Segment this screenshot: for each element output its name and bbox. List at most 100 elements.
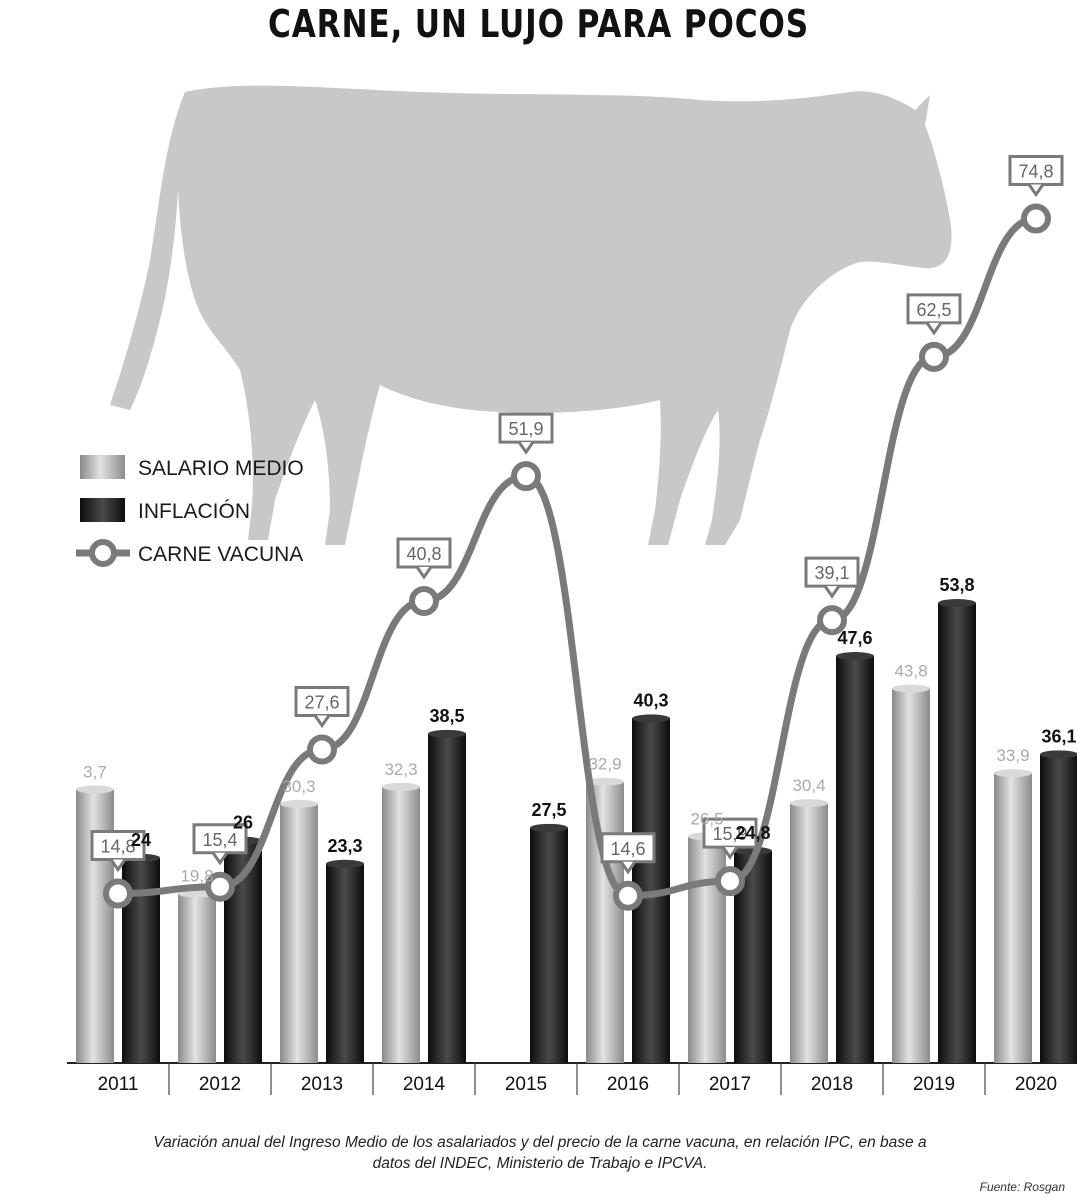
bar-salario-medio	[280, 803, 318, 1063]
bar-inflacion-cap	[632, 714, 670, 723]
bar-salario-medio-cap	[994, 769, 1032, 778]
legend-carne-vacuna-swatch-marker	[89, 539, 117, 567]
carne-vacuna-point	[1021, 203, 1051, 234]
bar-inflacion	[938, 603, 976, 1063]
data-label-inflacion: 40,3	[633, 690, 668, 710]
legend-inflacion-swatch	[80, 498, 125, 522]
x-tick-label: 2014	[403, 1074, 446, 1095]
data-label-salario-medio: 19,8	[180, 867, 213, 886]
bar-salario-medio-cap	[586, 777, 624, 786]
bar-inflacion-cap	[836, 652, 874, 661]
bar-salario-medio-cap	[790, 799, 828, 808]
data-label-carne-vacuna: 15,9	[712, 824, 747, 844]
x-tick-label: 2020	[1015, 1074, 1057, 1095]
chart-caption: Variación anual del Ingreso Medio de los…	[153, 1134, 927, 1172]
bar-inflacion	[326, 863, 364, 1063]
carne-vacuna-point	[919, 341, 949, 372]
carne-vacuna-point	[715, 866, 745, 897]
bar-inflacion-cap	[530, 823, 568, 832]
bar-inflacion-cap	[938, 599, 976, 608]
legend-carne-vacuna: CARNE VACUNA	[76, 539, 303, 567]
carne-vacuna-callout-pointer	[1027, 183, 1045, 198]
bar-salario-medio	[994, 773, 1032, 1063]
carne-vacuna-point	[613, 880, 643, 911]
carne-vacuna-line	[117, 215, 1037, 900]
data-label-inflacion: 36,1	[1041, 726, 1076, 746]
legend-salario-medio-swatch	[80, 455, 125, 479]
legend-salario-medio: SALARIO MEDIO	[80, 455, 304, 480]
data-label-inflacion: 47,6	[837, 628, 872, 648]
carne-vacuna-callout	[906, 293, 962, 325]
x-tick-label: 2013	[301, 1074, 343, 1095]
data-label-salario-medio: 33,9	[996, 746, 1029, 765]
data-label-carne-vacuna: 62,5	[916, 300, 951, 320]
data-label-inflacion: 24,8	[735, 823, 770, 843]
bar-salario-medio	[892, 688, 930, 1063]
data-label-carne-vacuna: 40,8	[406, 544, 441, 564]
data-label-inflacion: 38,5	[429, 706, 464, 726]
carne-vacuna-callout-pointer	[823, 585, 841, 599]
x-tick-label: 2015	[505, 1074, 547, 1095]
data-label-inflacion: 23,3	[327, 836, 362, 856]
carne-vacuna-callout-pointer	[925, 322, 943, 336]
data-label-carne-vacuna: 51,9	[508, 419, 543, 439]
data-label-inflacion: 53,8	[939, 575, 974, 595]
carne-vacuna-point	[817, 605, 847, 636]
bar-inflacion	[530, 827, 568, 1063]
carne-vacuna-point	[205, 871, 235, 902]
chart-title: CARNE, UN LUJO PARA POCOS	[268, 2, 809, 46]
cow-silhouette-icon	[110, 85, 952, 545]
bar-salario-medio-cap	[382, 782, 420, 791]
x-tick-label: 2011	[98, 1074, 139, 1095]
data-label-salario-medio: 32,3	[384, 760, 417, 779]
x-tick-label: 2019	[913, 1074, 955, 1095]
data-label-salario-medio: 3,7	[83, 762, 107, 781]
data-label-salario-medio: 30,4	[792, 776, 825, 795]
bar-inflacion-cap	[326, 859, 364, 868]
data-label-inflacion: 24	[131, 830, 151, 850]
bar-salario-medio	[382, 786, 420, 1063]
bar-inflacion-cap	[1040, 750, 1077, 759]
carne-vacuna-point	[103, 878, 133, 909]
carne-vacuna-point	[307, 734, 337, 765]
x-tick-label: 2017	[709, 1074, 751, 1095]
carne-vacuna-callout	[498, 412, 554, 444]
bar-inflacion	[428, 733, 466, 1063]
data-label-carne-vacuna: 74,8	[1018, 162, 1053, 182]
data-label-salario-medio: 32,9	[588, 755, 621, 774]
bar-salario-medio	[790, 803, 828, 1063]
bar-salario-medio-cap	[280, 799, 318, 808]
data-label-inflacion: 26	[233, 813, 253, 833]
carne-vacuna-callout	[1008, 155, 1064, 186]
data-label-carne-vacuna: 27,6	[304, 693, 339, 713]
carne-vacuna-callout-pointer	[313, 714, 331, 729]
data-label-carne-vacuna: 14,6	[610, 839, 645, 859]
bar-salario-medio	[586, 781, 624, 1063]
legend-inflacion: INFLACIÓN	[80, 498, 250, 523]
carne-vacuna-callout-pointer	[415, 566, 433, 580]
x-tick-label: 2016	[607, 1074, 649, 1095]
x-tick-label: 2012	[199, 1074, 241, 1095]
legend-carne-vacuna-label: CARNE VACUNA	[138, 543, 303, 566]
bar-inflacion-cap	[428, 729, 466, 738]
bar-salario-medio	[178, 893, 216, 1063]
data-label-salario-medio: 26,5	[690, 809, 723, 828]
carne-vacuna-callout-pointer	[517, 441, 535, 455]
data-label-carne-vacuna: 39,1	[814, 563, 849, 583]
data-label-carne-vacuna: 14,8	[100, 837, 135, 857]
carne-vacuna-callout-pointer	[109, 858, 127, 873]
legend-salario-medio-label: SALARIO MEDIO	[138, 457, 304, 480]
carne-vacuna-callout-pointer	[619, 860, 637, 875]
carne-vacuna-callout-pointer	[211, 851, 229, 866]
legend-inflacion-label: INFLACIÓN	[138, 500, 250, 523]
carne-vacuna-point	[409, 586, 439, 616]
carne-vacuna-callout	[192, 823, 248, 855]
bar-salario-medio-cap	[892, 684, 930, 693]
data-label-inflacion: 27,5	[531, 800, 566, 820]
data-label-salario-medio: 43,8	[894, 662, 927, 681]
data-label-salario-medio: 30,3	[282, 777, 315, 796]
bar-inflacion	[1040, 754, 1077, 1063]
carne-vacuna-callout	[804, 556, 860, 588]
carne-vacuna-point	[511, 461, 541, 492]
